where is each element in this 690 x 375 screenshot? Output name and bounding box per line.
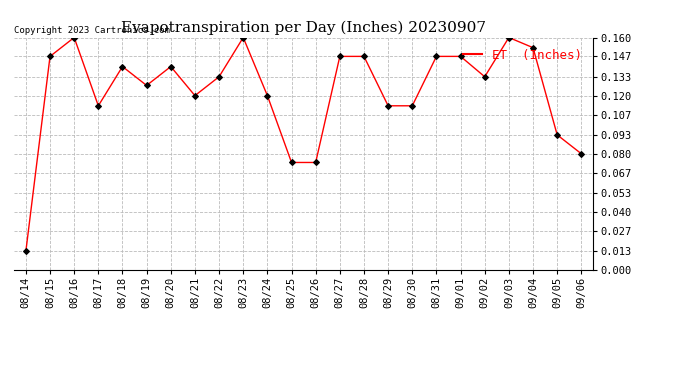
Point [21, 248, 32, 254]
Point [69, 34, 79, 40]
Point [479, 74, 490, 80]
Text: Copyright 2023 Cartronics.com: Copyright 2023 Cartronics.com [14, 26, 170, 35]
Point [92, 103, 104, 109]
Point [455, 53, 466, 59]
Point [141, 82, 152, 88]
Title: Evapotranspiration per Day (Inches) 20230907: Evapotranspiration per Day (Inches) 2023… [121, 21, 486, 35]
Point [44, 53, 55, 59]
Point [286, 159, 297, 165]
Point [334, 53, 345, 59]
Point [359, 53, 370, 59]
Point [189, 93, 200, 99]
Point [575, 151, 586, 157]
Point [527, 45, 538, 51]
Point [552, 132, 563, 138]
Point [262, 93, 273, 99]
Point [165, 63, 176, 69]
Point [310, 159, 321, 165]
Point [237, 34, 248, 40]
Point [382, 103, 393, 109]
Legend: ET  (Inches): ET (Inches) [458, 44, 587, 67]
Point [117, 63, 128, 69]
Point [214, 74, 225, 80]
Point [504, 34, 515, 40]
Point [431, 53, 442, 59]
Point [406, 103, 417, 109]
